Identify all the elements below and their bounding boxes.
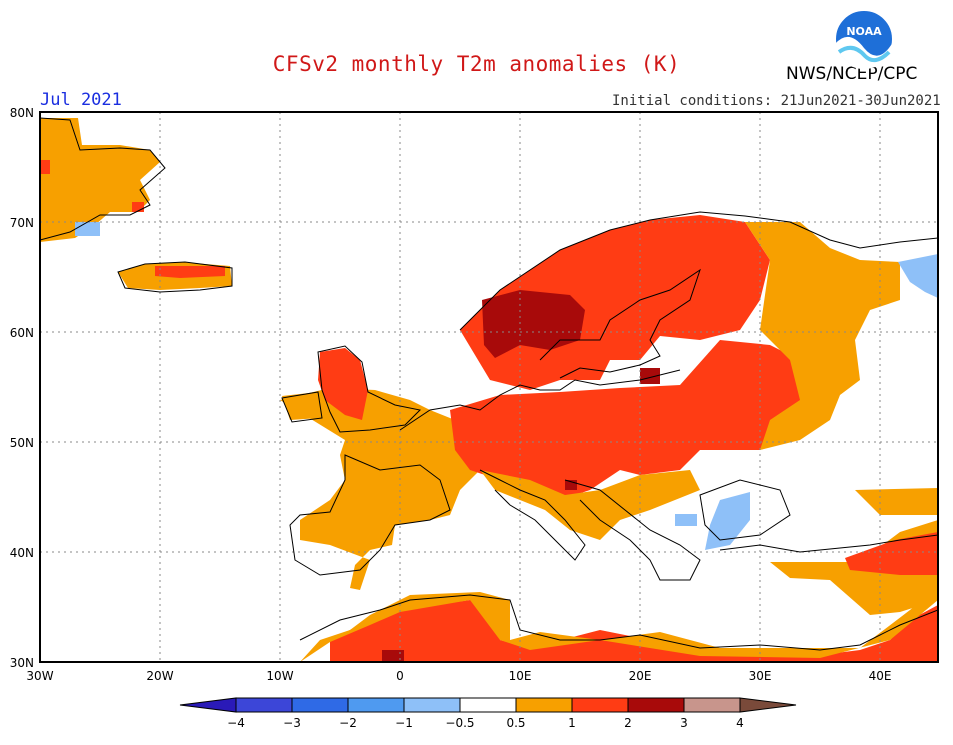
lat-label: 30N: [10, 656, 34, 670]
anomaly-field: [40, 118, 938, 662]
anomaly-region-greenland-red2: [40, 160, 50, 174]
lat-label: 60N: [10, 326, 34, 340]
lat-label: 50N: [10, 436, 34, 450]
colorbar-swatch: [347, 697, 405, 713]
anomaly-region-greenland-red: [132, 202, 144, 212]
colorbar-label: −3: [283, 716, 301, 730]
lon-label: 40E: [869, 669, 892, 683]
logo-text: NOAA: [846, 25, 882, 38]
lat-label: 70N: [10, 216, 34, 230]
colorbar-swatch: [291, 697, 349, 713]
forecast-month: Jul 2021: [40, 90, 122, 110]
anomaly-region-norway-hot: [482, 290, 585, 358]
anomaly-region-scandinavia: [460, 215, 770, 390]
colorbar-swatch: [459, 697, 517, 713]
lat-label: 40N: [10, 546, 34, 560]
colorbar-arrow-low: [179, 697, 237, 713]
colorbar-label: −1: [395, 716, 413, 730]
colorbar-label: 0.5: [506, 716, 525, 730]
anomaly-region-iceland: [118, 262, 232, 290]
anomaly-region-iceland-red: [155, 266, 225, 278]
anomaly-region-central-europe: [450, 340, 810, 500]
lat-labels: 80N 70N 60N 50N 40N 30N: [10, 106, 34, 670]
colorbar-swatch: [515, 697, 573, 713]
anomaly-region-barents-cold: [898, 254, 938, 298]
map-frame: [39, 111, 939, 663]
anomaly-region-west-europe: [280, 388, 480, 590]
colorbar-swatch: [235, 697, 293, 713]
colorbar-label: −0.5: [445, 716, 474, 730]
colorbar-swatch: [403, 697, 461, 713]
colorbar-labels: −4 −3 −2 −1 −0.5 0.5 1 2 3 4: [227, 716, 744, 730]
anomaly-region-greenland: [40, 118, 160, 242]
graticule: [40, 112, 938, 662]
lat-label: 80N: [10, 106, 34, 120]
colorbar-label: 4: [736, 716, 744, 730]
colorbar-swatch: [683, 697, 741, 713]
initial-conditions: Initial conditions: 21Jun2021-30Jun2021: [612, 93, 941, 109]
anomaly-region-russia: [745, 222, 900, 450]
colorbar-swatch: [627, 697, 685, 713]
lon-label: 0: [396, 669, 404, 683]
anomaly-region-africa-hot: [382, 650, 404, 662]
colorbar-label: 1: [568, 716, 576, 730]
anomaly-region-east-orange: [855, 488, 938, 515]
colorbar-label: −2: [339, 716, 357, 730]
anomaly-region-north-africa: [330, 600, 938, 662]
chart-title: CFSv2 monthly T2m anomalies (K): [272, 52, 681, 76]
colorbar-arrow-high: [739, 697, 797, 713]
lon-label: 10W: [266, 669, 293, 683]
anomaly-region-ireland: [282, 392, 320, 420]
colorbar: [179, 697, 797, 713]
noaa-logo: NOAA: [834, 9, 894, 69]
colorbar-label: −4: [227, 716, 245, 730]
anomaly-region-black-sea-cold: [705, 492, 750, 550]
coastlines: [40, 117, 938, 651]
lon-labels: 30W 20W 10W 0 10E 20E 30E 40E: [26, 669, 891, 683]
lon-label: 20E: [629, 669, 652, 683]
lon-label: 30E: [749, 669, 772, 683]
agency-label: NWS/NCEP/CPC: [786, 64, 918, 84]
colorbar-swatch: [571, 697, 629, 713]
lon-label: 10E: [509, 669, 532, 683]
anomaly-region-north-africa-orange: [300, 585, 938, 662]
lon-label: 20W: [146, 669, 173, 683]
anomaly-region-uk: [318, 348, 368, 420]
anomaly-region-italy-balkans: [480, 470, 700, 540]
anomaly-region-baltic-hot: [640, 368, 660, 384]
anomaly-region-greenland-cold: [75, 222, 100, 236]
anomaly-region-balkans-hot: [565, 480, 577, 490]
anomaly-region-turkey: [770, 520, 938, 615]
lon-label: 30W: [26, 669, 53, 683]
colorbar-label: 3: [680, 716, 688, 730]
colorbar-label: 2: [624, 716, 632, 730]
anomaly-region-caucasus-red: [845, 532, 938, 575]
anomaly-region-small-cold: [675, 514, 697, 526]
